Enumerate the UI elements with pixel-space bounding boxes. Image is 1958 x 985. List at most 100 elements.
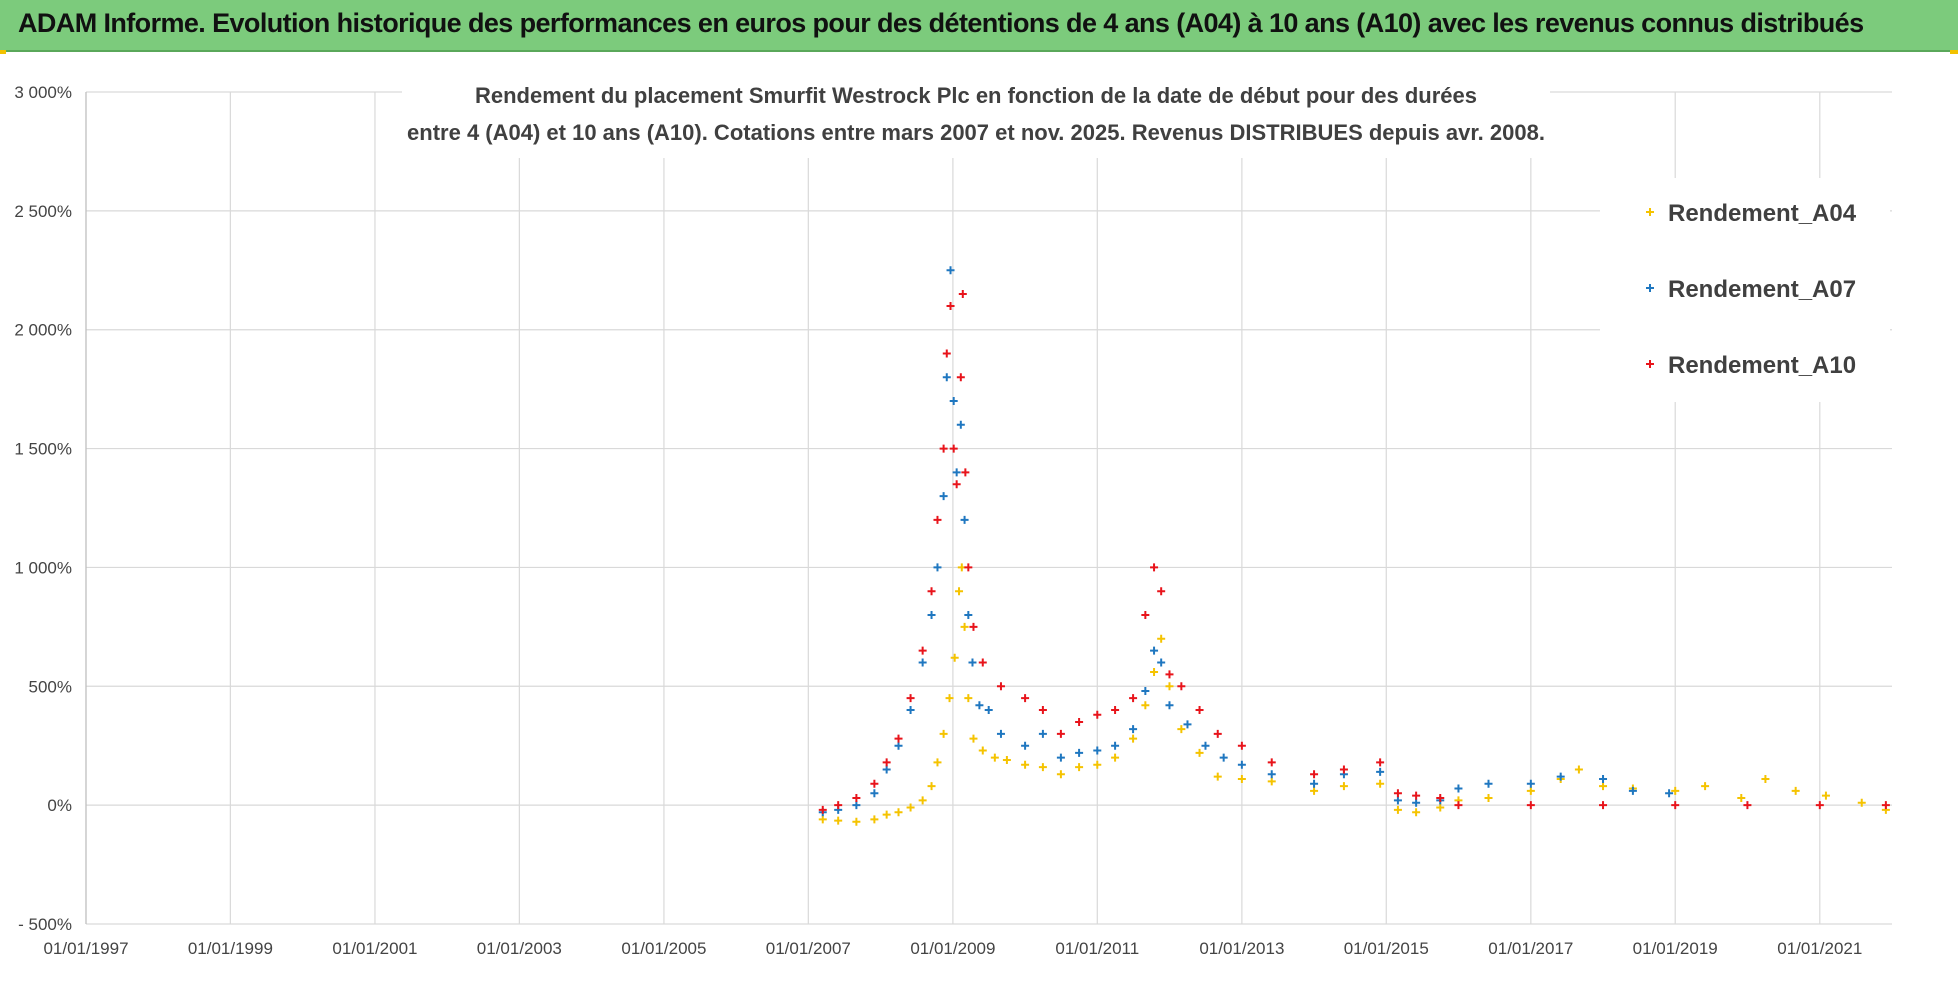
data-point — [1157, 634, 1166, 643]
x-tick-label: 01/01/2017 — [1488, 939, 1573, 958]
legend-marker — [1646, 208, 1654, 216]
data-point — [960, 515, 969, 524]
data-point — [939, 492, 948, 501]
data-point — [990, 753, 999, 762]
data-point — [894, 734, 903, 743]
data-point — [1165, 682, 1174, 691]
x-tick-label: 01/01/2009 — [910, 939, 995, 958]
data-point — [1111, 706, 1120, 715]
data-point — [1150, 668, 1159, 677]
x-tick-label: 01/01/2019 — [1633, 939, 1718, 958]
data-point — [1454, 801, 1463, 810]
data-point — [945, 694, 954, 703]
data-point — [955, 587, 964, 596]
data-point — [933, 563, 942, 572]
data-point — [1267, 770, 1276, 779]
data-point — [946, 301, 955, 310]
data-point — [996, 729, 1005, 738]
data-point — [969, 622, 978, 631]
data-point — [1038, 729, 1047, 738]
grid-layer — [85, 91, 1892, 925]
data-point — [1526, 786, 1535, 795]
data-point — [1157, 658, 1166, 667]
data-point — [942, 373, 951, 382]
data-point — [1056, 729, 1065, 738]
data-point — [1376, 779, 1385, 788]
x-tick-label: 01/01/1999 — [188, 939, 273, 958]
data-point — [1183, 720, 1192, 729]
data-point — [1056, 753, 1065, 762]
y-tick-label: 500% — [29, 677, 72, 696]
x-tick-label: 01/01/2007 — [766, 939, 851, 958]
data-point — [933, 515, 942, 524]
data-point — [852, 794, 861, 803]
data-point — [958, 290, 967, 299]
data-point — [1791, 786, 1800, 795]
data-point — [1150, 563, 1159, 572]
data-point — [1157, 587, 1166, 596]
data-point — [1526, 779, 1535, 788]
data-point — [1412, 798, 1421, 807]
legend-marker — [1646, 360, 1654, 368]
data-point — [1881, 801, 1890, 810]
data-point — [942, 349, 951, 358]
data-point — [870, 779, 879, 788]
x-tick-label: 01/01/2003 — [477, 939, 562, 958]
corner-marker-left — [0, 50, 6, 54]
data-point — [818, 815, 827, 824]
data-point — [952, 468, 961, 477]
y-tick-label: 3 000% — [14, 83, 72, 102]
data-point — [1339, 765, 1348, 774]
data-point — [1376, 767, 1385, 776]
legend-label: Rendement_A10 — [1668, 352, 1856, 379]
data-point — [939, 729, 948, 738]
data-point — [1665, 789, 1674, 798]
data-point — [950, 653, 959, 662]
data-point — [1376, 758, 1385, 767]
data-point — [1002, 755, 1011, 764]
data-point — [933, 758, 942, 767]
data-point — [1075, 763, 1084, 772]
data-point — [927, 610, 936, 619]
legend-label: Rendement_A04 — [1668, 200, 1857, 227]
data-point — [882, 810, 891, 819]
data-point — [975, 701, 984, 710]
data-point — [852, 801, 861, 810]
axis-labels-layer: - 500% 0% 500% 1 000% 1 500% 2 000% 2 500% 3 00… — [14, 83, 1862, 958]
data-point — [870, 815, 879, 824]
data-point — [918, 658, 927, 667]
data-point — [1237, 774, 1246, 783]
data-point — [1021, 741, 1030, 750]
x-tick-label: 01/01/2013 — [1199, 939, 1284, 958]
data-point — [1237, 760, 1246, 769]
data-point — [949, 397, 958, 406]
data-point — [1021, 694, 1030, 703]
y-tick-label: 0% — [47, 796, 72, 815]
title-background — [402, 74, 1550, 158]
chart-title-line-2: entre 4 (A04) et 10 ans (A10). Cotations… — [407, 120, 1545, 145]
data-point — [949, 444, 958, 453]
data-point — [1021, 760, 1030, 769]
data-point — [1310, 779, 1319, 788]
data-point — [1761, 774, 1770, 783]
series-Rendement_A07 — [818, 266, 1674, 817]
data-point — [870, 789, 879, 798]
legend: Rendement_A04 Rendement_A07 Rendement_A10 — [1600, 178, 1890, 402]
data-point — [1237, 741, 1246, 750]
y-tick-label: 2 000% — [14, 321, 72, 340]
data-point — [1111, 753, 1120, 762]
data-point — [1165, 670, 1174, 679]
data-point — [969, 734, 978, 743]
data-point — [906, 803, 915, 812]
data-point — [1671, 786, 1680, 795]
data-point — [956, 373, 965, 382]
data-point — [894, 741, 903, 750]
corner-marker-right — [1950, 50, 1958, 54]
data-point — [1412, 791, 1421, 800]
data-point — [960, 622, 969, 631]
legend-label: Rendement_A07 — [1668, 276, 1856, 303]
data-point — [1412, 808, 1421, 817]
data-point — [818, 805, 827, 814]
data-point — [1201, 741, 1210, 750]
